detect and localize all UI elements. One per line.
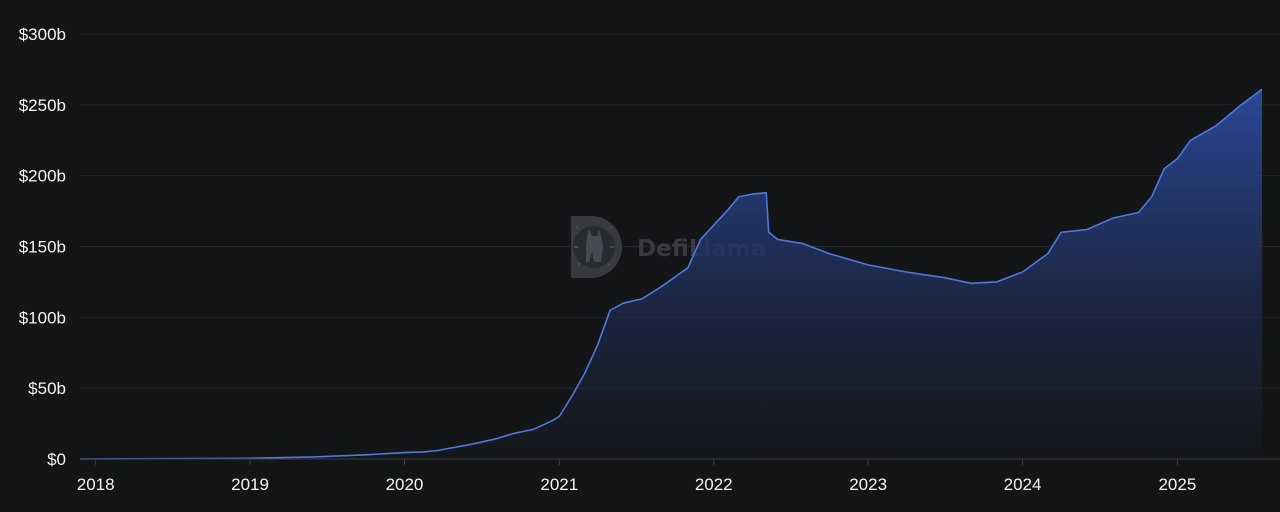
x-tick-label: 2018 [77, 475, 115, 494]
x-axis-ticks: 2018 2019 2020 2021 2022 2023 2024 2025 [77, 459, 1196, 494]
y-tick-label: $100b [19, 308, 66, 327]
tvl-area-fill [80, 89, 1262, 460]
x-tick-label: 2020 [386, 475, 424, 494]
defillama-watermark: DefiLlama [571, 216, 766, 278]
x-tick-label: 2019 [231, 475, 269, 494]
y-tick-label: $300b [19, 25, 66, 44]
y-tick-label: $150b [19, 238, 66, 257]
y-tick-label: $250b [19, 96, 66, 115]
y-tick-label: $200b [19, 167, 66, 186]
y-tick-label: $50b [28, 379, 66, 398]
x-tick-label: 2022 [695, 475, 733, 494]
x-tick-label: 2021 [540, 475, 578, 494]
x-tick-label: 2023 [849, 475, 887, 494]
y-tick-label: $0 [47, 450, 66, 469]
y-axis-ticks: $0 $50b $100b $150b $200b $250b $300b [19, 25, 66, 469]
x-tick-label: 2025 [1158, 475, 1196, 494]
llama-logo-icon [571, 216, 622, 278]
x-tick-label: 2024 [1004, 475, 1042, 494]
tvl-series-line [79, 88, 1263, 460]
